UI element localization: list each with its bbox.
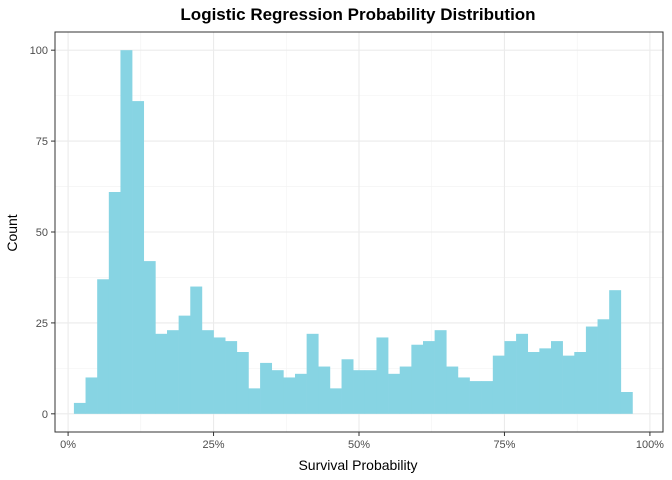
histogram-bar <box>585 326 598 414</box>
histogram-bar <box>516 333 529 414</box>
histogram-bar <box>609 290 622 414</box>
histogram-bar <box>318 366 331 414</box>
histogram-bar <box>492 355 505 414</box>
x-tick-label: 25% <box>203 439 225 451</box>
histogram-bar <box>364 370 377 414</box>
histogram-bar <box>411 344 424 414</box>
histogram-bar <box>283 377 296 414</box>
histogram-bar <box>329 388 342 414</box>
histogram-bar <box>73 402 86 414</box>
x-tick-label: 0% <box>60 439 76 451</box>
histogram-bar <box>190 286 203 414</box>
histogram-bar <box>539 348 552 414</box>
histogram-bar <box>376 337 389 414</box>
y-axis-title: Count <box>4 214 20 251</box>
histogram-bar <box>213 337 226 414</box>
x-tick-label: 50% <box>348 439 370 451</box>
x-tick-label: 75% <box>493 439 515 451</box>
histogram-bar <box>143 261 156 414</box>
histogram-bar <box>388 373 401 414</box>
histogram-bar <box>271 370 284 414</box>
histogram-bar <box>504 341 517 414</box>
histogram-bar <box>551 341 563 414</box>
histogram-bar <box>527 352 540 414</box>
histogram-bar <box>225 341 238 414</box>
histogram-bar <box>108 192 121 414</box>
y-tick-label: 0 <box>42 409 48 421</box>
histogram-bar <box>306 333 319 414</box>
histogram-bar <box>201 330 214 414</box>
histogram-bar <box>423 341 435 414</box>
histogram-bar <box>248 388 261 414</box>
histogram-bar <box>97 279 110 414</box>
histogram-bar <box>399 366 412 414</box>
histogram-bars <box>73 50 633 414</box>
histogram-bar <box>236 352 249 414</box>
histogram-bar <box>260 362 273 414</box>
y-tick-label: 75 <box>36 136 48 148</box>
histogram-bar <box>469 381 482 414</box>
y-tick-label: 100 <box>30 45 48 57</box>
y-tick-label: 50 <box>36 227 48 239</box>
histogram-bar <box>620 392 633 414</box>
y-tick-label: 25 <box>36 318 48 330</box>
histogram-bar <box>155 333 168 414</box>
histogram-bar <box>295 373 307 414</box>
x-axis: 0% 25% 50% 75% 100% <box>60 432 664 451</box>
histogram-bar <box>341 359 354 414</box>
histogram-bar <box>120 50 133 414</box>
histogram-bar <box>132 101 145 414</box>
histogram-bar <box>353 370 366 414</box>
x-tick-label: 100% <box>636 439 664 451</box>
histogram-bar <box>434 330 447 414</box>
x-axis-title: Survival Probability <box>298 457 417 473</box>
histogram-bar <box>597 319 610 414</box>
histogram-bar <box>446 366 459 414</box>
histogram-bar <box>481 381 494 414</box>
histogram-bar <box>457 377 470 414</box>
histogram-bar <box>85 377 98 414</box>
histogram-bar <box>167 330 179 414</box>
histogram-bar <box>178 315 191 414</box>
histogram-bar <box>562 355 575 414</box>
y-axis: 0 25 50 75 100 <box>30 45 55 421</box>
chart-title: Logistic Regression Probability Distribu… <box>180 5 535 24</box>
histogram-bar <box>574 352 587 414</box>
